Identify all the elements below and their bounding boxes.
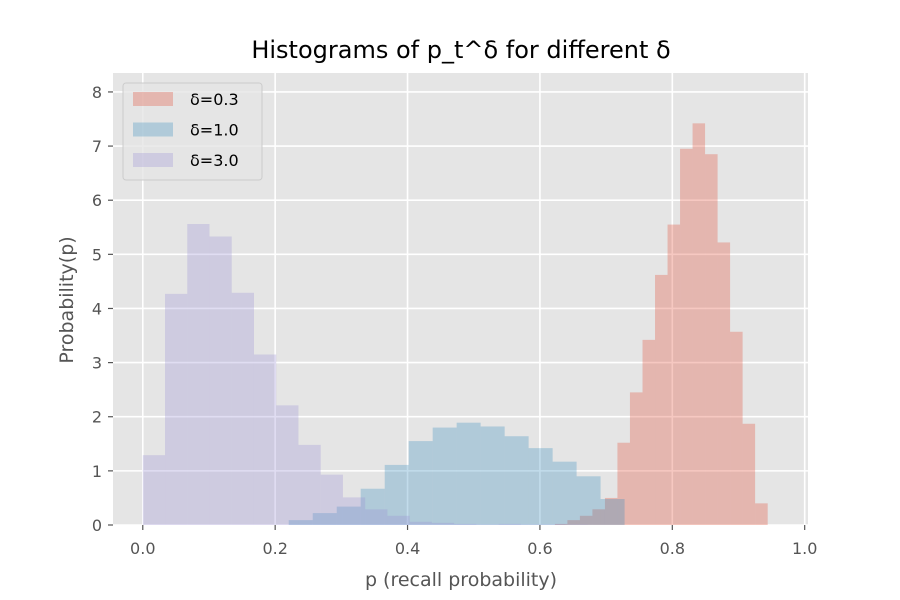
bar-series-1-bin-13 (600, 499, 625, 525)
y-tick-label-3: 3 (92, 354, 102, 373)
bar-series-2-bin-13 (431, 522, 455, 525)
bar-series-1-bin-8 (480, 426, 505, 525)
bar-series-2-bin-9 (342, 497, 366, 525)
bar-series-2-bin-8 (320, 474, 343, 525)
bar-series-1-bin-9 (504, 436, 529, 525)
bar-series-0-bin-12 (705, 154, 718, 525)
bar-series-0-bin-0 (554, 523, 568, 525)
bar-series-1-bin-3 (360, 488, 385, 525)
legend: δ=0.3 δ=1.0 δ=3.0 (122, 82, 263, 181)
y-tick-label-0: 0 (92, 516, 102, 535)
y-tick-label-7: 7 (92, 137, 102, 156)
x-tick-label-3: 0.6 (527, 539, 552, 558)
x-axis-label: p (recall probability) (365, 569, 557, 591)
bar-series-0-bin-8 (655, 274, 668, 525)
bar-series-0-bin-5 (617, 442, 630, 525)
bar-series-0-bin-2 (579, 515, 593, 525)
bar-series-2-bin-11 (387, 515, 410, 525)
y-tick-label-6: 6 (92, 191, 102, 210)
legend-swatch-0 (133, 92, 173, 106)
bar-series-0-bin-11 (692, 123, 706, 525)
x-tick-label-1: 0.2 (262, 539, 287, 558)
bar-series-1-bin-1 (312, 513, 337, 525)
bar-series-0-bin-7 (642, 339, 656, 525)
bar-series-0-bin-6 (629, 392, 643, 525)
y-tick-label-8: 8 (92, 83, 102, 102)
bar-series-2-bin-18 (543, 524, 566, 525)
bar-series-2-bin-6 (276, 405, 299, 525)
bar-series-0-bin-1 (567, 520, 580, 525)
y-axis-label: Probability(p) (56, 236, 78, 363)
bar-series-2-bin-2 (187, 224, 210, 526)
bar-series-0-bin-15 (742, 423, 756, 525)
legend-label-2: δ=3.0 (190, 151, 239, 170)
y-tick-label-5: 5 (92, 245, 102, 264)
legend-label-0: δ=0.3 (190, 90, 239, 109)
bar-series-1-bin-11 (552, 461, 577, 525)
legend-swatch-1 (133, 122, 173, 137)
bar-series-1-bin-12 (576, 476, 601, 525)
grid-lines (113, 73, 808, 526)
bar-series-1-bin-4 (384, 464, 409, 525)
bar-series-1-bin-10 (528, 448, 553, 525)
bar-series-0-bin-14 (730, 331, 743, 525)
bar-series-1-bin-0 (288, 520, 313, 525)
legend-swatch-2 (133, 153, 173, 167)
x-tick-label-0: 0.0 (130, 539, 155, 558)
x-tick-label-2: 0.4 (395, 539, 420, 558)
y-tick-label-2: 2 (92, 408, 102, 427)
bar-series-1-bin-2 (336, 506, 361, 525)
bar-series-2-bin-3 (209, 236, 232, 525)
bar-series-1-bin-6 (432, 427, 457, 525)
bar-series-2-bin-16 (498, 523, 521, 525)
bar-series-2-bin-17 (520, 524, 544, 525)
bar-series-1-bin-7 (456, 422, 481, 525)
bar-series-0-bin-16 (755, 503, 768, 525)
bar-series-2-bin-10 (365, 509, 388, 525)
bar-series-0-bin-3 (592, 509, 605, 525)
y-tick-label-1: 1 (92, 462, 102, 481)
legend-label-1: δ=1.0 (190, 121, 239, 140)
bar-series-0-bin-13 (717, 242, 731, 525)
chart-title: Histograms of p_t^δ for different δ (251, 36, 670, 64)
bar-series-2-bin-7 (298, 444, 321, 525)
y-tick-label-4: 4 (92, 299, 102, 318)
x-tick-label-5: 1.0 (792, 539, 817, 558)
bar-series-2-bin-12 (409, 521, 432, 525)
bar-series-0-bin-9 (667, 224, 681, 526)
x-tick-label-4: 0.8 (660, 539, 685, 558)
histogram-bars (142, 123, 768, 526)
bar-series-2-bin-5 (253, 354, 277, 525)
series-2 (142, 224, 588, 526)
bar-series-0-bin-10 (680, 148, 693, 525)
series-1 (288, 422, 625, 525)
bar-series-2-bin-0 (142, 455, 166, 525)
bar-series-2-bin-4 (231, 292, 254, 525)
bar-series-0-bin-4 (604, 497, 618, 525)
axis-ticks: 0.0 0.2 0.4 0.6 0.8 1.0 0 1 2 3 4 5 6 7 8 (92, 83, 818, 558)
series-0 (554, 123, 768, 526)
bar-series-1-bin-5 (408, 441, 433, 525)
bar-series-2-bin-15 (476, 524, 499, 525)
legend-frame (122, 82, 263, 181)
bar-series-2-bin-1 (165, 293, 188, 525)
bar-series-2-bin-14 (454, 523, 477, 525)
